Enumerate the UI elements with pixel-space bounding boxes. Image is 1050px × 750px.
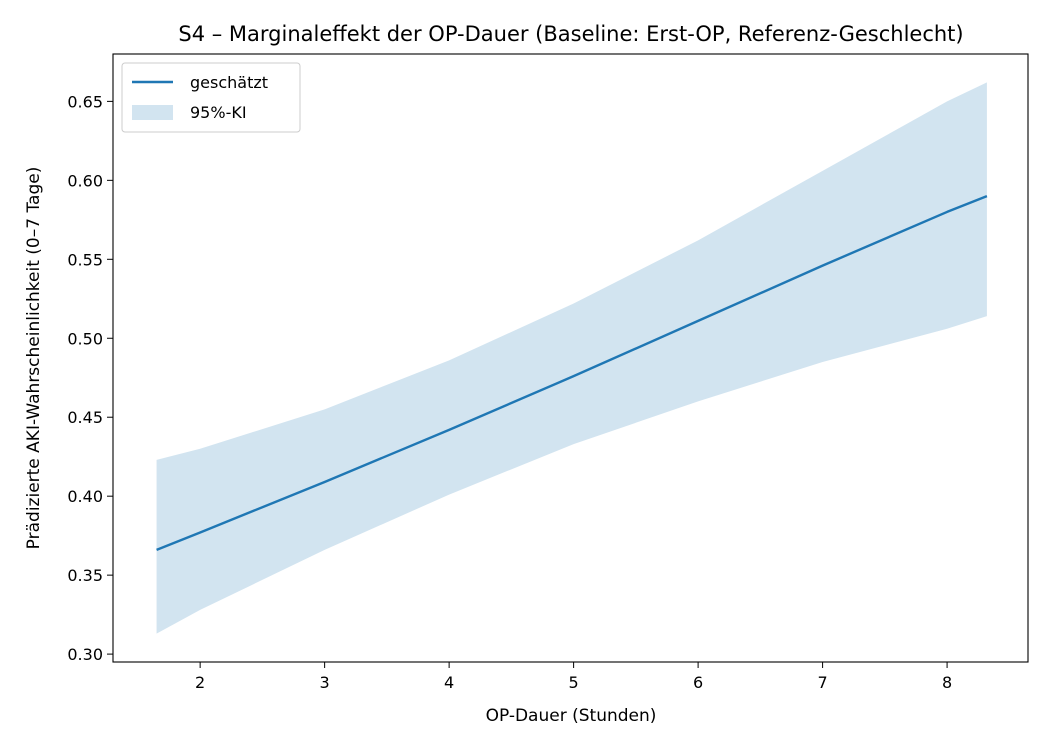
plot-area bbox=[156, 82, 988, 634]
x-tick-label: 6 bbox=[693, 673, 703, 692]
x-tick-label: 2 bbox=[195, 673, 205, 692]
y-tick-label: 0.55 bbox=[67, 250, 103, 269]
legend: geschätzt 95%-KI bbox=[121, 62, 301, 133]
y-axis-label: Prädizierte AKI-Wahrscheinlichkeit (0–7 … bbox=[24, 167, 44, 550]
y-tick-label: 0.50 bbox=[67, 329, 103, 348]
x-axis-label: OP-Dauer (Stunden) bbox=[486, 706, 657, 726]
legend-band-swatch bbox=[132, 105, 173, 120]
y-tick-label: 0.35 bbox=[67, 566, 103, 585]
legend-entry-ci: 95%-KI bbox=[190, 103, 247, 122]
y-tick-label: 0.45 bbox=[67, 408, 103, 427]
y-axis-ticks: 0.30 0.35 0.40 0.45 0.50 0.55 0.60 0.65 bbox=[67, 92, 113, 664]
x-tick-label: 8 bbox=[942, 673, 952, 692]
x-tick-label: 4 bbox=[444, 673, 454, 692]
estimate-line bbox=[156, 195, 988, 551]
x-tick-label: 5 bbox=[569, 673, 579, 692]
x-tick-label: 3 bbox=[320, 673, 330, 692]
y-tick-label: 0.65 bbox=[67, 92, 103, 111]
y-tick-label: 0.30 bbox=[67, 645, 103, 664]
x-tick-label: 7 bbox=[817, 673, 827, 692]
legend-box bbox=[121, 62, 301, 133]
x-axis-ticks: 2 3 4 5 6 7 8 bbox=[195, 662, 952, 692]
y-tick-label: 0.60 bbox=[67, 171, 103, 190]
legend-entry-estimate: geschätzt bbox=[190, 73, 268, 92]
y-tick-label: 0.40 bbox=[67, 487, 103, 506]
chart-title: S4 – Marginaleffekt der OP-Dauer (Baseli… bbox=[178, 22, 963, 46]
plot-frame bbox=[112, 53, 1029, 663]
confidence-band bbox=[156, 82, 987, 634]
